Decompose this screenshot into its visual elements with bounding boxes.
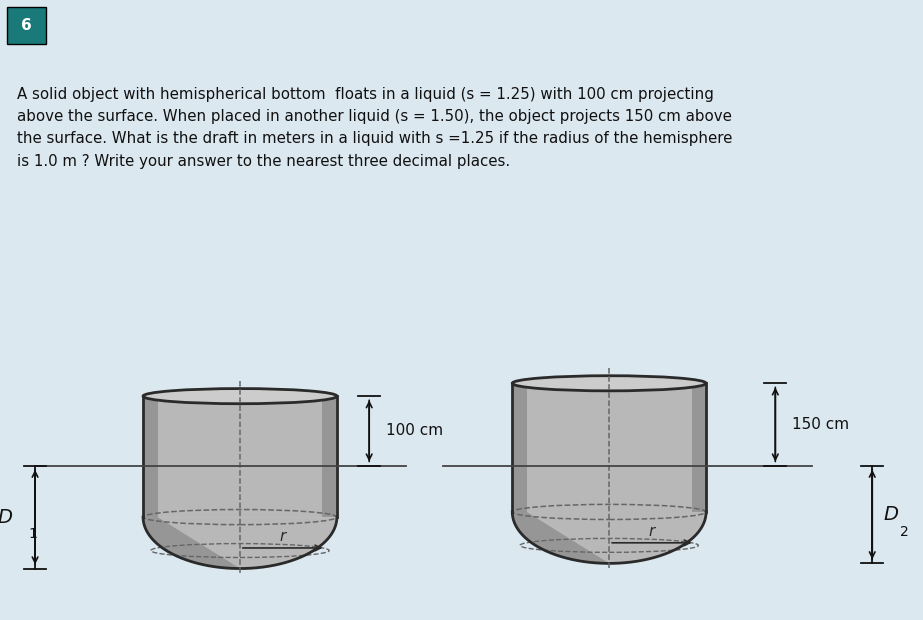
Polygon shape [143, 517, 240, 569]
Text: D: D [883, 505, 898, 524]
Polygon shape [512, 512, 706, 564]
Polygon shape [512, 512, 609, 564]
Text: 6: 6 [21, 18, 32, 33]
Text: 100 cm: 100 cm [386, 423, 443, 438]
FancyBboxPatch shape [7, 7, 46, 43]
Ellipse shape [143, 389, 337, 404]
Polygon shape [143, 396, 337, 517]
Text: D: D [0, 508, 12, 526]
Polygon shape [512, 383, 527, 512]
Text: 2: 2 [900, 525, 908, 539]
Text: 1: 1 [29, 528, 38, 541]
Polygon shape [143, 517, 337, 569]
Polygon shape [512, 383, 706, 512]
Text: r: r [649, 524, 655, 539]
Text: A solid object with hemispherical bottom  floats in a liquid (s = 1.25) with 100: A solid object with hemispherical bottom… [17, 87, 732, 169]
Polygon shape [143, 396, 158, 517]
Text: r: r [280, 529, 286, 544]
Ellipse shape [512, 376, 706, 391]
Polygon shape [691, 383, 706, 512]
Polygon shape [322, 396, 337, 517]
Text: 150 cm: 150 cm [792, 417, 849, 432]
